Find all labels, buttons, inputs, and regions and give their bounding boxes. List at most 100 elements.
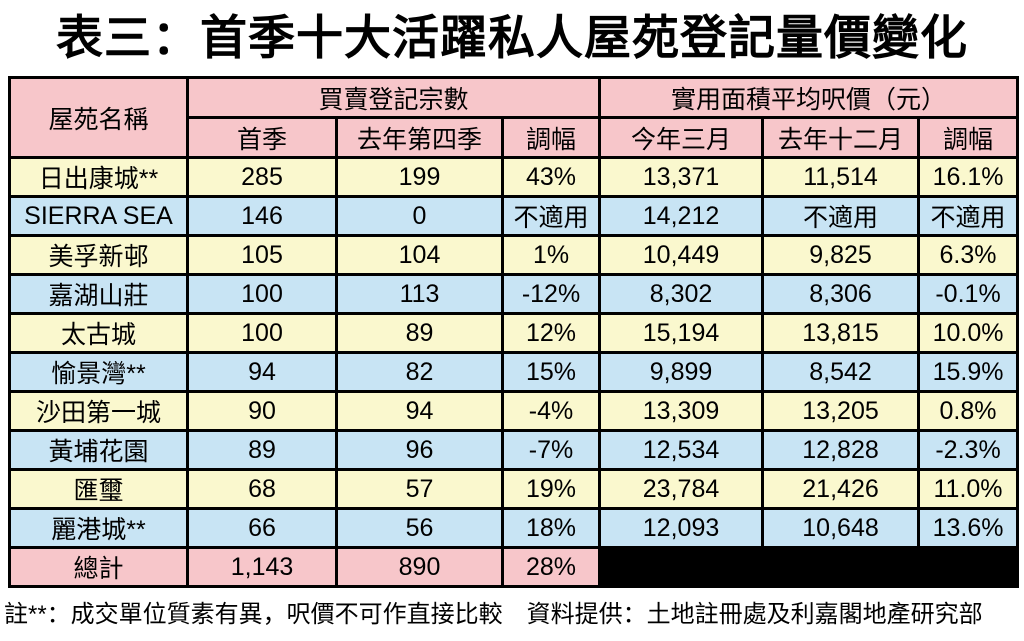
table-header: 屋苑名稱 買賣登記宗數 實用面積平均呎價（元） 首季 去年第四季 調幅 今年三月… <box>8 76 1020 159</box>
cell-q1-registrations: 90 <box>186 390 338 432</box>
cell-estate-name: SIERRA SEA <box>8 195 189 237</box>
header-sub-row: 首季 去年第四季 調幅 今年三月 去年十二月 調幅 <box>10 116 1020 159</box>
table-body: 日出康城** 285 199 43% 13,371 11,514 16.1% S… <box>8 156 1020 549</box>
data-table: 屋苑名稱 買賣登記宗數 實用面積平均呎價（元） 首季 去年第四季 調幅 今年三月… <box>8 76 1020 588</box>
page-title: 表三：首季十大活躍私人屋苑登記量價變化 <box>56 11 968 64</box>
header-estate-name: 屋苑名稱 <box>8 76 189 159</box>
cell-estate-name: 日出康城** <box>8 156 189 198</box>
table-row: 日出康城** 285 199 43% 13,371 11,514 16.1% <box>8 156 1020 198</box>
cell-march-price: 9,899 <box>598 351 765 393</box>
cell-december-price: 8,306 <box>761 273 921 315</box>
cell-q4-registrations: 113 <box>335 273 504 315</box>
total-q1-cell: 1,143 <box>186 546 338 588</box>
cell-estate-name: 沙田第一城 <box>8 390 189 432</box>
cell-december-price: 不適用 <box>761 195 921 237</box>
cell-q1-registrations: 100 <box>186 312 338 354</box>
cell-price-change: -2.3% <box>917 429 1020 471</box>
header-price-group: 實用面積平均呎價（元） <box>598 76 1020 119</box>
cell-price-change: 16.1% <box>917 156 1020 198</box>
total-change-cell: 28% <box>500 546 602 588</box>
cell-price-change: 15.9% <box>917 351 1020 393</box>
cell-estate-name: 太古城 <box>8 312 189 354</box>
cell-q4-registrations: 89 <box>335 312 504 354</box>
cell-registration-change: 19% <box>500 468 602 510</box>
black-filler-cell <box>598 546 1020 588</box>
cell-march-price: 10,449 <box>598 234 765 276</box>
table-row: 嘉湖山莊 100 113 -12% 8,302 8,306 -0.1% <box>8 273 1020 315</box>
table-row: 麗港城** 66 56 18% 12,093 10,648 13.6% <box>8 507 1020 549</box>
total-q4-cell: 890 <box>335 546 504 588</box>
table-row: 美孚新邨 105 104 1% 10,449 9,825 6.3% <box>8 234 1020 276</box>
cell-december-price: 13,815 <box>761 312 921 354</box>
header-registration-change: 調幅 <box>500 116 602 159</box>
cell-price-change: 13.6% <box>917 507 1020 549</box>
cell-price-change: -0.1% <box>917 273 1020 315</box>
header-group-row: 屋苑名稱 買賣登記宗數 實用面積平均呎價（元） <box>8 76 1020 159</box>
cell-march-price: 8,302 <box>598 273 765 315</box>
cell-registration-change: 不適用 <box>500 195 602 237</box>
cell-december-price: 9,825 <box>761 234 921 276</box>
cell-registration-change: 43% <box>500 156 602 198</box>
cell-registration-change: -7% <box>500 429 602 471</box>
cell-estate-name: 麗港城** <box>8 507 189 549</box>
cell-q4-registrations: 56 <box>335 507 504 549</box>
cell-price-change: 不適用 <box>917 195 1020 237</box>
cell-registration-change: 12% <box>500 312 602 354</box>
cell-estate-name: 嘉湖山莊 <box>8 273 189 315</box>
header-q4-lastyear: 去年第四季 <box>335 116 504 159</box>
table-row: 黃埔花園 89 96 -7% 12,534 12,828 -2.3% <box>8 429 1020 471</box>
cell-registration-change: 15% <box>500 351 602 393</box>
cell-registration-change: 18% <box>500 507 602 549</box>
cell-q4-registrations: 199 <box>335 156 504 198</box>
cell-estate-name: 愉景灣** <box>8 351 189 393</box>
cell-december-price: 8,542 <box>761 351 921 393</box>
cell-december-price: 13,205 <box>761 390 921 432</box>
cell-price-change: 0.8% <box>917 390 1020 432</box>
cell-march-price: 23,784 <box>598 468 765 510</box>
cell-march-price: 12,093 <box>598 507 765 549</box>
cell-march-price: 12,534 <box>598 429 765 471</box>
cell-q1-registrations: 68 <box>186 468 338 510</box>
header-price-change: 調幅 <box>917 116 1020 159</box>
cell-estate-name: 匯璽 <box>8 468 189 510</box>
cell-price-change: 11.0% <box>917 468 1020 510</box>
cell-q1-registrations: 89 <box>186 429 338 471</box>
total-label-cell: 總計 <box>8 546 189 588</box>
table-footer: 總計 1,143 890 28% <box>8 546 1020 588</box>
cell-estate-name: 美孚新邨 <box>8 234 189 276</box>
header-march: 今年三月 <box>598 116 765 159</box>
header-q1: 首季 <box>186 116 338 159</box>
cell-q4-registrations: 104 <box>335 234 504 276</box>
cell-q4-registrations: 96 <box>335 429 504 471</box>
cell-estate-name: 黃埔花園 <box>8 429 189 471</box>
cell-q1-registrations: 285 <box>186 156 338 198</box>
cell-registration-change: 1% <box>500 234 602 276</box>
header-december-lastyear: 去年十二月 <box>761 116 921 159</box>
cell-march-price: 13,309 <box>598 390 765 432</box>
cell-registration-change: -12% <box>500 273 602 315</box>
table-row: 太古城 100 89 12% 15,194 13,815 10.0% <box>8 312 1020 354</box>
table-row: 匯璽 68 57 19% 23,784 21,426 11.0% <box>8 468 1020 510</box>
cell-q1-registrations: 146 <box>186 195 338 237</box>
cell-december-price: 11,514 <box>761 156 921 198</box>
cell-december-price: 10,648 <box>761 507 921 549</box>
cell-registration-change: -4% <box>500 390 602 432</box>
cell-q1-registrations: 66 <box>186 507 338 549</box>
cell-q1-registrations: 105 <box>186 234 338 276</box>
cell-q4-registrations: 82 <box>335 351 504 393</box>
cell-price-change: 6.3% <box>917 234 1020 276</box>
cell-december-price: 12,828 <box>761 429 921 471</box>
cell-q4-registrations: 0 <box>335 195 504 237</box>
total-row: 總計 1,143 890 28% <box>8 546 1020 588</box>
cell-march-price: 15,194 <box>598 312 765 354</box>
table-row: SIERRA SEA 146 0 不適用 14,212 不適用 不適用 <box>8 195 1020 237</box>
cell-march-price: 13,371 <box>598 156 765 198</box>
table-row: 愉景灣** 94 82 15% 9,899 8,542 15.9% <box>8 351 1020 393</box>
cell-price-change: 10.0% <box>917 312 1020 354</box>
cell-q4-registrations: 94 <box>335 390 504 432</box>
header-registrations-group: 買賣登記宗數 <box>185 76 602 119</box>
cell-q1-registrations: 100 <box>186 273 338 315</box>
footnote: 註**：成交單位質素有異，呎價不可作直接比較 資料提供：土地註冊處及利嘉閣地產研… <box>4 601 983 628</box>
table-row: 沙田第一城 90 94 -4% 13,309 13,205 0.8% <box>8 390 1020 432</box>
cell-q1-registrations: 94 <box>186 351 338 393</box>
